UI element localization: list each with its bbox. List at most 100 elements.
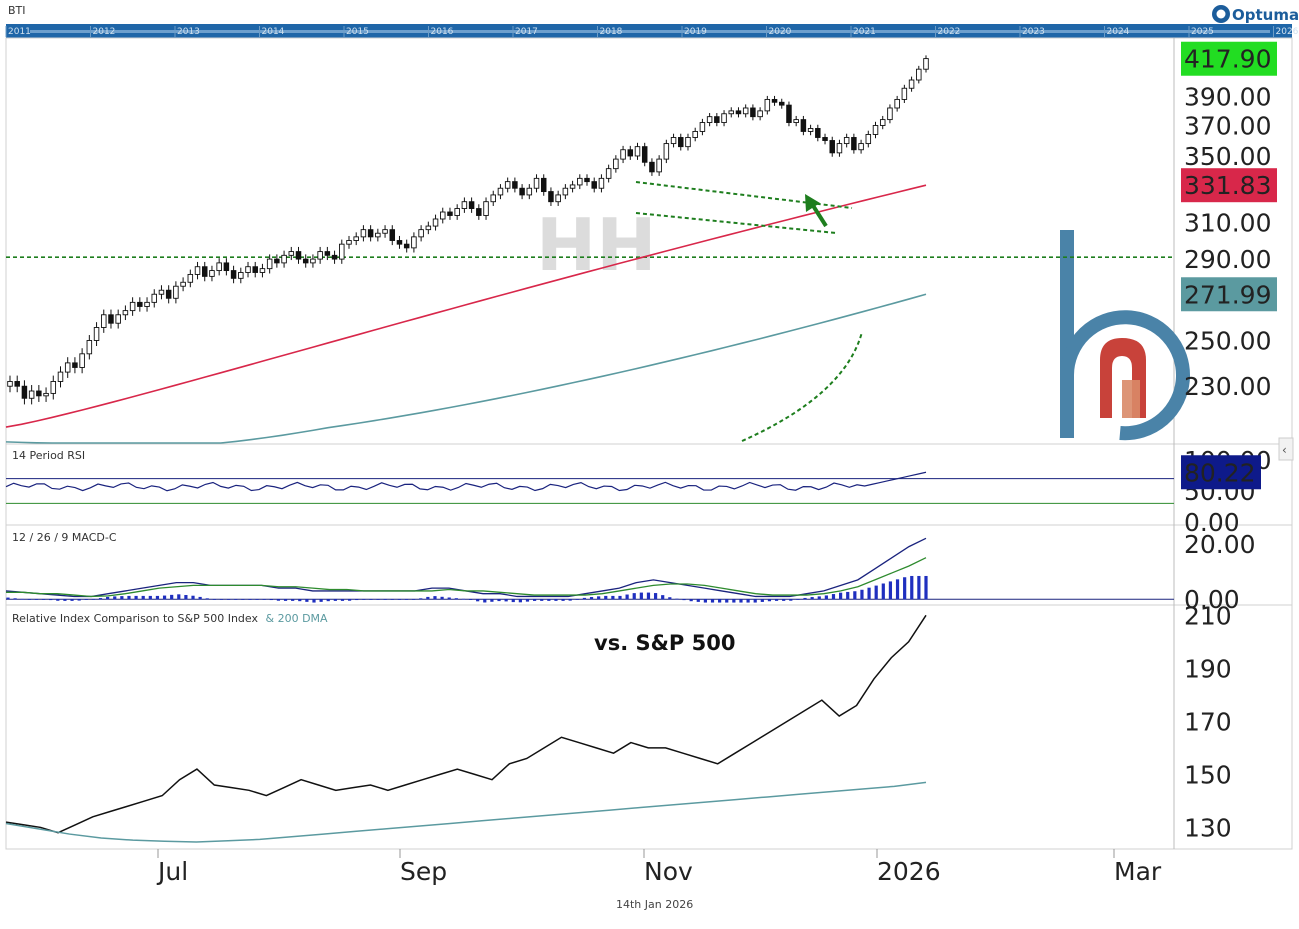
relative-y-tick: 150 [1184,760,1232,789]
macd-histogram-bar [376,599,380,600]
macd-histogram-bar [70,599,74,601]
candle [533,174,540,193]
macd-histogram-bar [810,597,814,600]
timeline-year: 2018 [600,27,623,37]
candle [476,204,482,220]
macd-histogram-bar [56,599,60,601]
candle [786,101,792,127]
macd-histogram-bar [269,599,273,601]
candle [216,258,222,276]
candle [223,258,230,276]
macd-histogram-bar [397,599,401,600]
candle [663,139,670,164]
macd-histogram-bar [98,598,103,600]
ma200-line [5,293,927,444]
candle [295,246,302,264]
candle [396,235,403,249]
curved-support-line [741,331,863,442]
macd-histogram-bar [234,599,238,600]
macd-histogram-bar [219,599,224,600]
candle [468,197,475,213]
optuma-logo: Optuma [1212,5,1299,24]
rsi-y-tick: 0.00 [1184,508,1240,537]
candle [908,76,915,92]
macd-histogram-bar [362,599,366,600]
macd-histogram-bar [540,599,544,601]
price-y-tick: 310.00 [1184,209,1271,238]
candle [865,130,872,148]
candle [706,113,713,127]
macd-histogram-bar [255,599,259,600]
candle [728,107,735,118]
scroll-arrow-button[interactable]: ‹ [1278,437,1294,461]
candle [158,285,165,300]
timeline-year: 2022 [938,27,961,37]
candle [778,98,785,109]
candle [238,267,244,284]
macd-histogram-bar [412,599,416,600]
macd-histogram-bar [162,595,167,600]
macd-histogram-bar [312,599,316,603]
macd-histogram-bar [326,599,330,602]
candle [331,250,338,264]
watermark-text: HH [536,203,657,287]
candle [144,297,150,312]
macd-histogram-bar [682,599,686,601]
macd-histogram-bar [298,599,302,602]
macd-layer: 20.00 0.00 [5,530,1256,614]
candle [584,174,590,186]
candle [194,261,201,280]
macd-histogram-bar [703,599,707,603]
candle [670,133,677,148]
macd-histogram-bar [426,596,430,600]
symbol-label: BTI [8,4,26,17]
macd-histogram-bar [518,599,522,603]
relative-strength-line [5,614,927,834]
price-y-tick: 230.00 [1184,372,1271,401]
macd-histogram-bar [84,599,88,600]
candle [187,269,194,288]
candle [122,305,129,321]
macd-histogram-bar [177,594,181,600]
flag-lower-trendline [635,212,837,234]
x-tick-label: 2026 [877,857,941,886]
macd-histogram-bar [148,595,152,600]
timeline-year: 2020 [769,27,792,37]
candle [793,115,799,127]
candle [548,187,554,206]
candle [403,239,410,253]
footer-date: 14th Jan 2026 [616,898,693,911]
candle [605,164,612,183]
last-price-badge-label: 417.90 [1184,45,1271,74]
candle [353,232,359,246]
candle [497,184,504,200]
candle [418,225,424,242]
macd-histogram-bar [49,599,53,601]
macd-histogram-bar [155,595,160,600]
macd-histogram-bar [895,579,900,600]
x-tick-label: Jul [156,857,188,886]
price-y-tick: 290.00 [1184,245,1271,274]
candle [613,155,619,173]
candle [504,177,511,193]
macd-histogram-bar [696,599,700,602]
macd-histogram-bar [134,595,138,600]
candle [656,155,662,176]
candle [389,225,396,246]
macd-histogram-bar [291,599,295,601]
candle [93,322,100,347]
macd-histogram-bar [120,596,124,600]
candle [577,174,583,190]
candle [490,190,496,206]
macd-histogram-bar [839,592,843,600]
macd-histogram-bar [924,575,928,600]
candle [43,387,49,402]
ma50-badge-label: 331.83 [1184,171,1271,200]
rsi-value-label: 80.22 [1184,458,1256,487]
timeline-year: 2024 [1107,27,1130,37]
macd-histogram-bar [668,597,672,600]
macd-histogram-bar [205,598,209,600]
relative-y-tick: 210 [1184,601,1232,630]
macd-histogram-bar [91,599,95,600]
